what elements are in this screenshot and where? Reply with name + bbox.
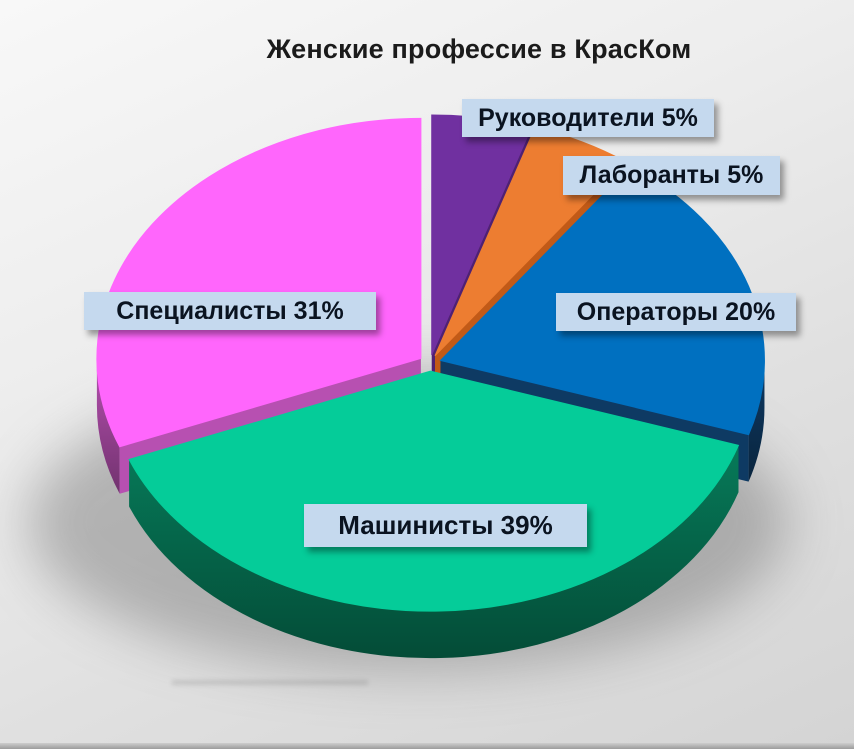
floor-shadow-line xyxy=(172,680,368,685)
slice-rim xyxy=(748,360,765,482)
callout-rukovoditeli: Руководители 5% xyxy=(462,99,714,137)
callout-laboranty: Лаборанты 5% xyxy=(563,156,780,195)
slice-top xyxy=(96,117,422,448)
bottom-edge-line xyxy=(0,743,854,749)
slice-rim xyxy=(96,358,120,494)
callout-mashinisty: Машинисты 39% xyxy=(304,504,587,547)
callout-specialisty: Специалисты 31% xyxy=(84,292,376,330)
pie-slice-3 xyxy=(128,370,740,659)
slice-top xyxy=(128,370,740,612)
callout-operatory: Операторы 20% xyxy=(556,293,796,331)
slice-rim xyxy=(129,445,739,659)
chart-title: Женские профессие в КрасКом xyxy=(266,34,692,64)
